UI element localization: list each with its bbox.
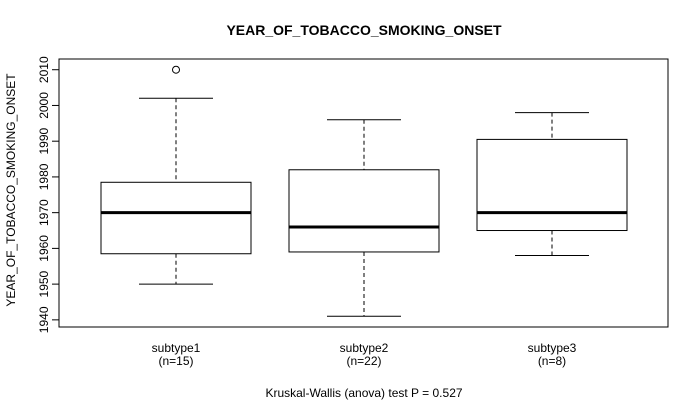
y-tick-label: 2010: [37, 56, 51, 83]
iqr-box: [100, 181, 252, 255]
y-tick-label: 1960: [37, 235, 51, 262]
y-tick-label: 1980: [37, 163, 51, 190]
outlier-point: [172, 65, 180, 74]
y-tick-label: 1970: [37, 199, 51, 226]
y-tick-label: 1990: [37, 128, 51, 155]
x-count-label: (n=15): [158, 354, 193, 368]
x-category-label: subtype2: [340, 341, 389, 355]
y-tick-label: 1950: [37, 270, 51, 297]
chart-title: YEAR_OF_TOBACCO_SMOKING_ONSET: [226, 22, 502, 38]
iqr-box: [476, 138, 628, 232]
y-tick-label: 2000: [37, 92, 51, 119]
x-category-label: subtype3: [528, 341, 577, 355]
y-axis-label: YEAR_OF_TOBACCO_SMOKING_ONSET: [4, 73, 18, 307]
x-category-label: subtype1: [152, 341, 201, 355]
box-subtype2: [288, 119, 440, 317]
box-subtype3: [476, 112, 628, 257]
plot-frame: [58, 58, 669, 328]
iqr-box: [288, 169, 440, 253]
test-footer: Kruskal-Wallis (anova) test P = 0.527: [265, 386, 462, 400]
x-count-label: (n=8): [538, 354, 566, 368]
box-subtype1: [100, 65, 252, 285]
boxes-group: [100, 65, 628, 317]
x-count-label: (n=22): [346, 354, 381, 368]
x-axis-labels: subtype1(n=15) subtype2(n=22) subtype3(n=8…: [152, 341, 577, 368]
y-axis: 1940 1950 1960 1970 1980 1990 2000 2010: [37, 56, 59, 333]
y-tick-label: 1940: [37, 306, 51, 333]
